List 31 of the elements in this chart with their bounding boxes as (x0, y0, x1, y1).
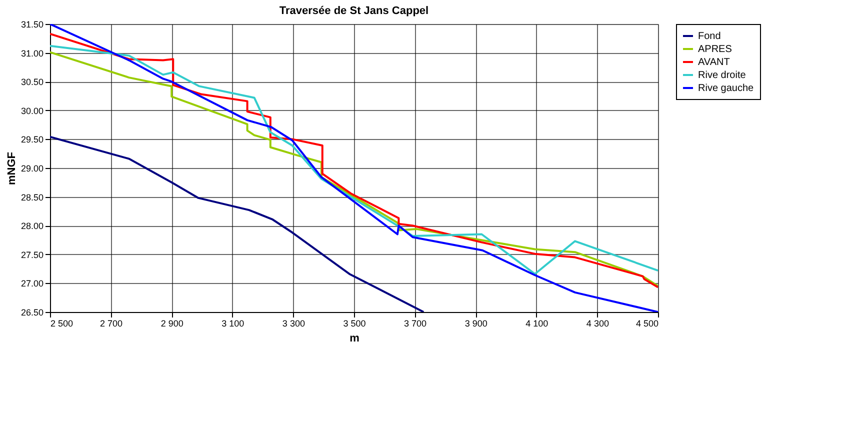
y-tick-label: 28.50 (20, 192, 44, 202)
legend-label: APRES (698, 44, 732, 55)
y-tick-label: 30.50 (20, 77, 44, 88)
x-tick-label: 2 500 (50, 318, 74, 328)
x-tick-label: 4 300 (586, 318, 609, 328)
legend-label: Rive droite (698, 70, 746, 81)
x-tick-label: 2 900 (160, 318, 184, 328)
legend-label: Fond (698, 31, 721, 42)
x-tick-label: 3 100 (222, 318, 244, 328)
x-tick-label: 3 700 (404, 318, 427, 328)
chart-title: Traversée de St Jans Cappel (279, 5, 429, 17)
x-tick-label: 3 500 (343, 318, 366, 328)
y-tick-label: 27.50 (20, 250, 44, 260)
x-tick-label: 4 500 (636, 318, 658, 328)
y-axis-title: mNGF (6, 152, 18, 185)
y-tick-label: 31.00 (20, 48, 44, 58)
y-tick-label: 30.00 (20, 106, 44, 116)
y-tick-label: 28.00 (20, 221, 44, 232)
x-axis-title: m (350, 332, 360, 344)
y-tick-label: 29.50 (20, 134, 44, 145)
legend-label: Rive gauche (698, 83, 754, 94)
x-tick-label: 3 300 (282, 318, 305, 328)
y-tick-label: 31.50 (20, 20, 44, 30)
line-series (50, 136, 425, 312)
y-tick-label: 29.00 (20, 164, 44, 174)
x-tick-label: 4 100 (526, 318, 548, 328)
legend-label: AVANT (698, 57, 730, 68)
y-tick-label: 27.00 (20, 278, 44, 289)
x-tick-label: 2 700 (100, 318, 123, 328)
y-tick-label: 26.50 (20, 308, 44, 318)
x-tick-label: 3 900 (464, 318, 488, 328)
